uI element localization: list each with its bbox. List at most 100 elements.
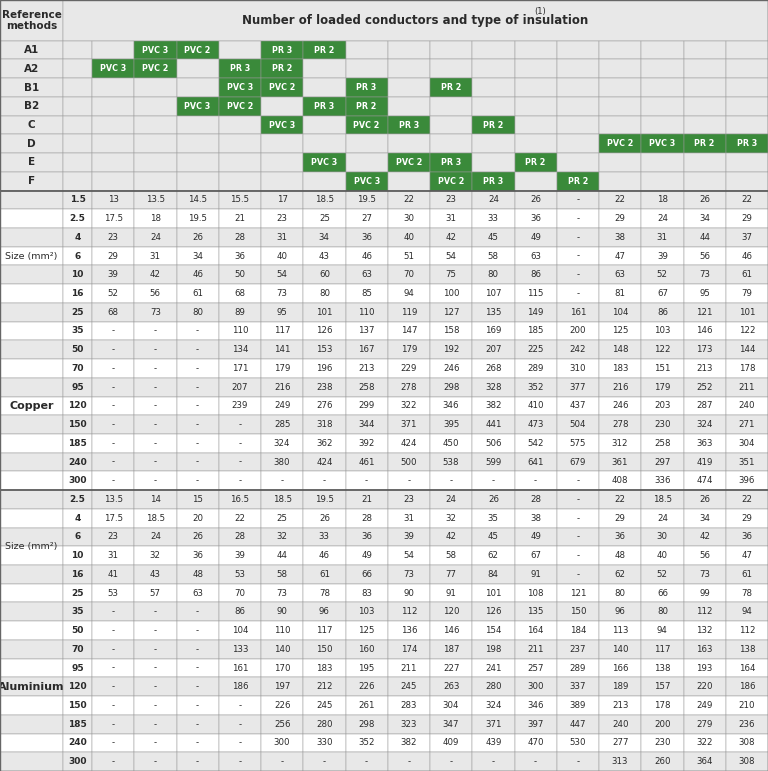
Bar bbox=[430, 733, 472, 752]
Bar bbox=[430, 247, 472, 265]
Text: 530: 530 bbox=[570, 739, 586, 747]
Text: PVC 3: PVC 3 bbox=[269, 120, 295, 130]
Text: -: - bbox=[111, 364, 114, 373]
Text: 95: 95 bbox=[699, 289, 710, 298]
Text: 297: 297 bbox=[654, 457, 670, 466]
Text: 377: 377 bbox=[570, 382, 586, 392]
Bar bbox=[430, 527, 472, 547]
Text: -: - bbox=[196, 664, 199, 672]
Bar bbox=[599, 434, 641, 453]
Bar bbox=[430, 378, 472, 396]
Text: 13.5: 13.5 bbox=[104, 495, 123, 504]
Text: 178: 178 bbox=[654, 701, 670, 710]
Text: 186: 186 bbox=[232, 682, 248, 692]
Text: 21: 21 bbox=[361, 495, 372, 504]
Text: 6: 6 bbox=[74, 251, 81, 261]
Bar bbox=[472, 752, 515, 771]
Text: 150: 150 bbox=[68, 420, 87, 429]
Bar bbox=[726, 78, 768, 97]
Bar bbox=[515, 733, 557, 752]
Bar bbox=[63, 509, 92, 527]
Text: -: - bbox=[238, 457, 241, 466]
Bar bbox=[92, 640, 134, 658]
Bar bbox=[684, 490, 726, 509]
Bar bbox=[641, 172, 684, 190]
Text: PVC 3: PVC 3 bbox=[184, 102, 210, 111]
Bar bbox=[303, 303, 346, 322]
Bar bbox=[177, 658, 219, 678]
Bar bbox=[430, 453, 472, 471]
Bar bbox=[261, 228, 303, 247]
Text: 346: 346 bbox=[528, 701, 544, 710]
Text: 193: 193 bbox=[697, 664, 713, 672]
Text: -: - bbox=[111, 719, 114, 729]
Bar bbox=[134, 715, 177, 733]
Text: 26: 26 bbox=[319, 513, 330, 523]
Text: 263: 263 bbox=[443, 682, 459, 692]
Text: 213: 213 bbox=[697, 364, 713, 373]
Bar bbox=[261, 434, 303, 453]
Text: 32: 32 bbox=[150, 551, 161, 561]
Bar bbox=[92, 78, 134, 97]
Text: 424: 424 bbox=[401, 439, 417, 448]
Text: -: - bbox=[111, 682, 114, 692]
Bar bbox=[0, 228, 63, 247]
Text: 24: 24 bbox=[445, 495, 457, 504]
Bar bbox=[430, 172, 472, 190]
Text: -: - bbox=[576, 195, 579, 204]
Bar bbox=[92, 509, 134, 527]
Bar bbox=[557, 696, 599, 715]
Bar bbox=[0, 678, 63, 696]
Bar bbox=[599, 696, 641, 715]
Bar bbox=[684, 303, 726, 322]
Bar bbox=[472, 340, 515, 359]
Text: 94: 94 bbox=[741, 608, 753, 616]
Bar bbox=[134, 678, 177, 696]
Text: 26: 26 bbox=[488, 495, 499, 504]
Bar bbox=[177, 715, 219, 733]
Text: 211: 211 bbox=[739, 382, 755, 392]
Text: 283: 283 bbox=[401, 701, 417, 710]
Bar bbox=[388, 547, 430, 565]
Bar bbox=[641, 584, 684, 602]
Bar bbox=[134, 116, 177, 134]
Text: 38: 38 bbox=[530, 513, 541, 523]
Text: 107: 107 bbox=[485, 289, 502, 298]
Bar bbox=[388, 565, 430, 584]
Text: -: - bbox=[111, 608, 114, 616]
Bar bbox=[177, 733, 219, 752]
Text: 174: 174 bbox=[401, 645, 417, 654]
Text: 371: 371 bbox=[401, 420, 417, 429]
Bar bbox=[388, 715, 430, 733]
Bar bbox=[219, 584, 261, 602]
Text: 164: 164 bbox=[739, 664, 755, 672]
Bar bbox=[219, 303, 261, 322]
Bar bbox=[515, 59, 557, 78]
Text: 115: 115 bbox=[528, 289, 544, 298]
Bar bbox=[430, 340, 472, 359]
Bar bbox=[599, 490, 641, 509]
Bar bbox=[388, 490, 430, 509]
Text: 62: 62 bbox=[614, 570, 626, 579]
Text: B1: B1 bbox=[24, 82, 39, 93]
Text: -: - bbox=[196, 326, 199, 335]
Text: 94: 94 bbox=[403, 289, 414, 298]
Text: 70: 70 bbox=[234, 588, 245, 598]
Bar bbox=[515, 584, 557, 602]
Bar bbox=[388, 434, 430, 453]
Bar bbox=[0, 265, 63, 284]
Text: 66: 66 bbox=[361, 570, 372, 579]
Bar bbox=[515, 284, 557, 303]
Bar bbox=[472, 247, 515, 265]
Text: 203: 203 bbox=[654, 402, 670, 410]
Text: 39: 39 bbox=[403, 533, 414, 541]
Text: PVC 2: PVC 2 bbox=[353, 120, 380, 130]
Bar bbox=[92, 453, 134, 471]
Bar bbox=[219, 565, 261, 584]
Bar bbox=[219, 172, 261, 190]
Bar bbox=[303, 696, 346, 715]
Bar bbox=[515, 416, 557, 434]
Bar bbox=[177, 621, 219, 640]
Bar bbox=[303, 396, 346, 416]
Bar bbox=[599, 284, 641, 303]
